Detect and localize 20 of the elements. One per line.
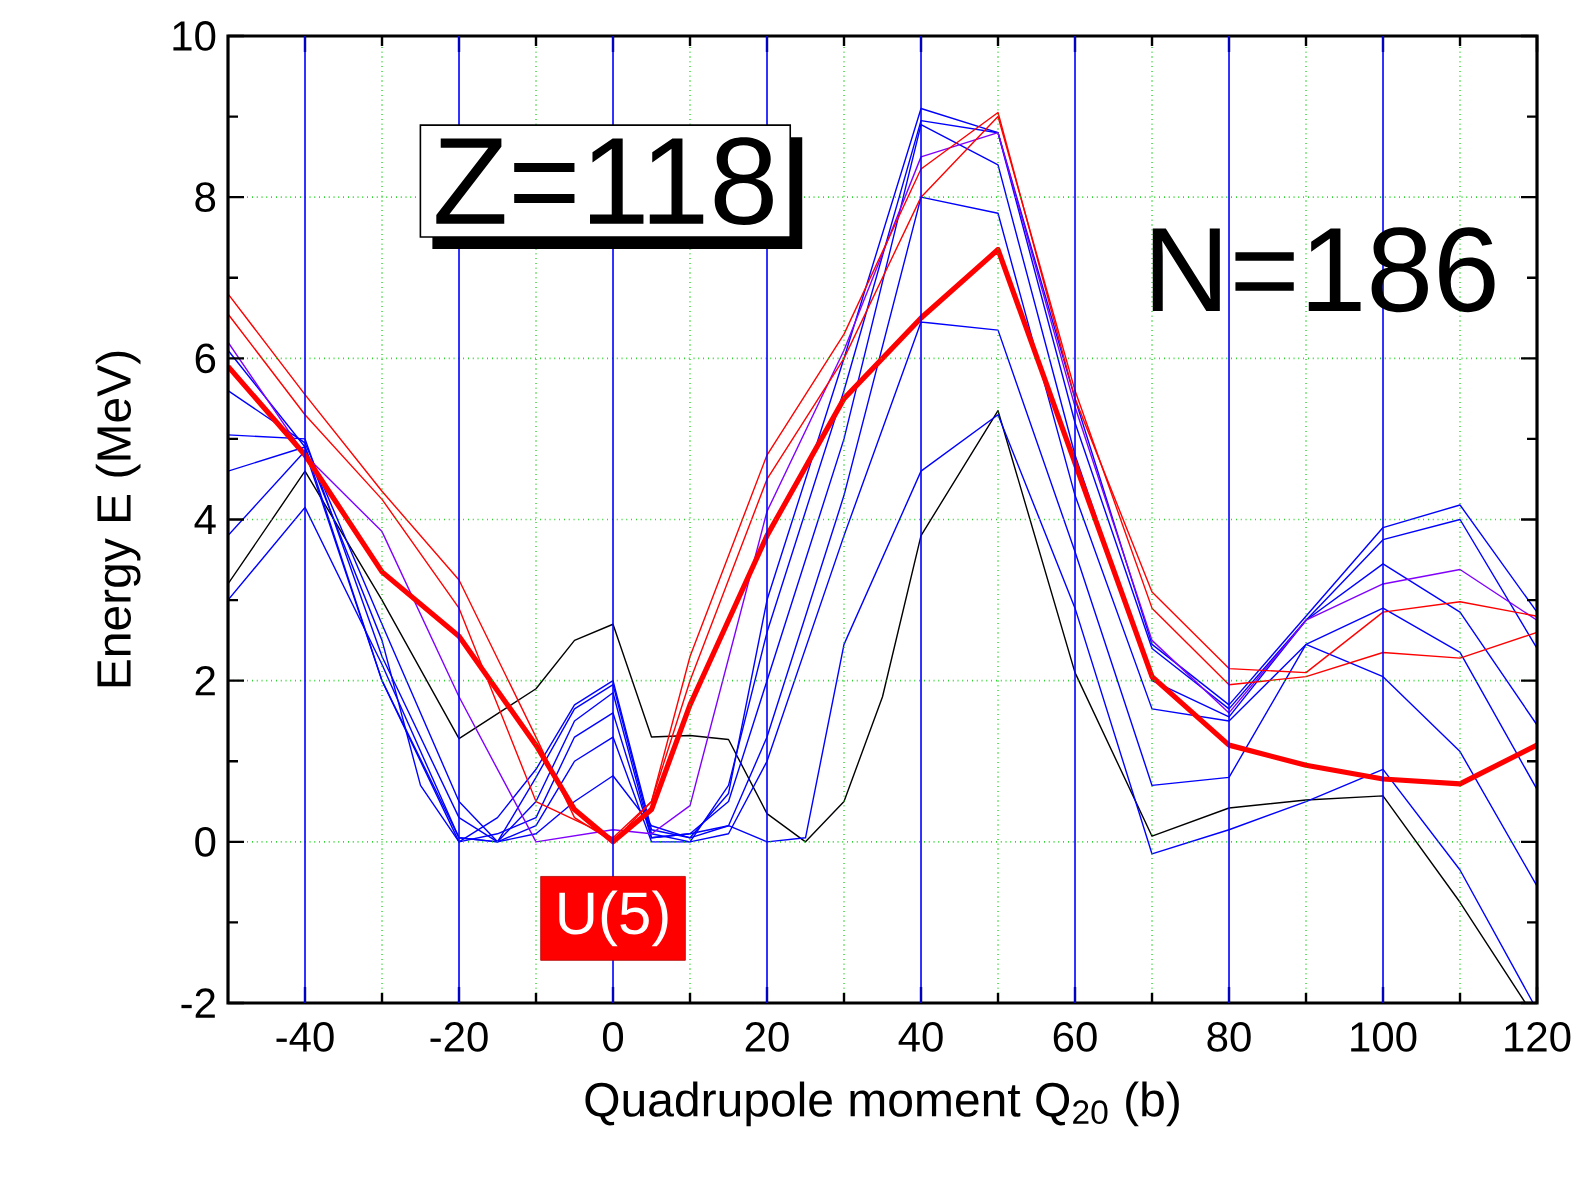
x-tick-label: 60 bbox=[1053, 1022, 1097, 1052]
y-tick-label: 10 bbox=[173, 21, 216, 51]
y-tick-label: 8 bbox=[195, 182, 216, 213]
x-tick-label: 40 bbox=[898, 1022, 943, 1052]
x-tick-label: 80 bbox=[1207, 1022, 1251, 1052]
y-tick-label: 0 bbox=[195, 826, 216, 857]
x-axis-title: Quadrupole moment Q$_{20}$ (b) bbox=[585, 1081, 1179, 1127]
x-tick-label: -40 bbox=[276, 1022, 334, 1052]
y-axis-title: Energy E (MeV) bbox=[95, 351, 141, 687]
y-tick-label: -2 bbox=[181, 988, 215, 1018]
annotation: U(5) bbox=[559, 890, 668, 947]
y-tick-label: 6 bbox=[195, 343, 216, 374]
x-tick-label: 20 bbox=[745, 1022, 789, 1052]
x-tick-label: 100 bbox=[1351, 1022, 1417, 1052]
y-tick-label: 2 bbox=[195, 666, 215, 696]
x-tick-label: -20 bbox=[430, 1022, 488, 1052]
annotation: Z=118 bbox=[436, 137, 773, 225]
x-tick-label: 0 bbox=[602, 1022, 624, 1052]
x-tick-label: 120 bbox=[1505, 1022, 1571, 1052]
y-tick-label: 4 bbox=[194, 505, 216, 534]
